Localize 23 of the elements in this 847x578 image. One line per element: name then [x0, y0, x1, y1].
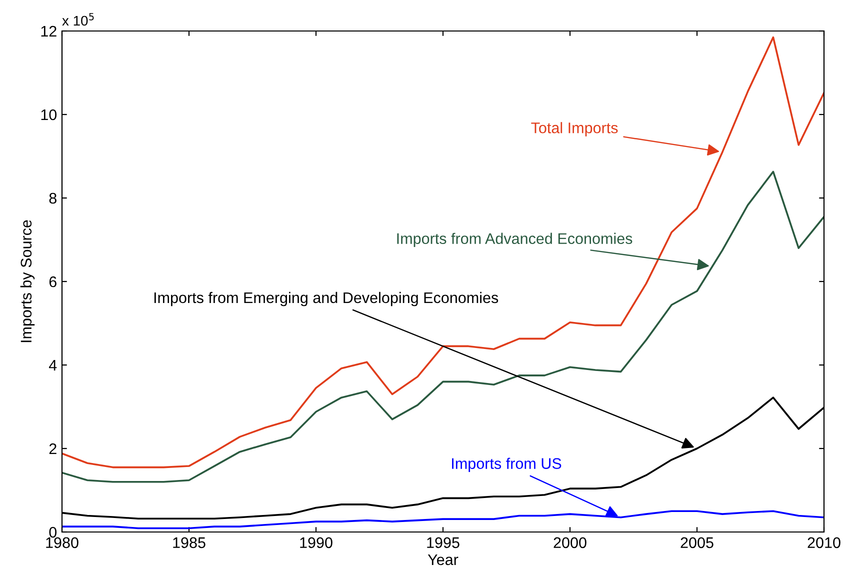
y-tick-label: 12 [41, 26, 56, 37]
annotation: Imports from Advanced Economies [397, 232, 632, 248]
annotation: Total Imports [531, 122, 618, 136]
x-tick-label: 2005 [680, 537, 714, 548]
x-tick-label: 2000 [554, 537, 586, 548]
annotation: Imports from US [452, 458, 562, 472]
y-tick-label: 10 [41, 109, 57, 120]
x-tick-label: 1995 [427, 537, 460, 548]
annotation: Imports from Emerging and Developing Economies [154, 292, 498, 306]
x-tick-label: 1980 [46, 537, 78, 548]
y-tick-label: 6 [49, 276, 56, 288]
y-tick-label: 0 [49, 526, 57, 538]
x-tick-label: 1985 [173, 537, 206, 548]
y-tick-label: 2 [49, 443, 56, 454]
x-tick-label: 2010 [808, 537, 840, 548]
y-tick-label: 8 [49, 192, 56, 204]
x-tick-label: 1990 [300, 537, 332, 548]
y-axis-title: Imports by Source [20, 220, 35, 342]
text: x 10$^{5}$ [62, 13, 94, 26]
line-series [62, 170, 824, 483]
line-series [62, 510, 824, 530]
y-tick-label: 4 [48, 360, 57, 371]
x-axis-title: Year [428, 554, 458, 566]
